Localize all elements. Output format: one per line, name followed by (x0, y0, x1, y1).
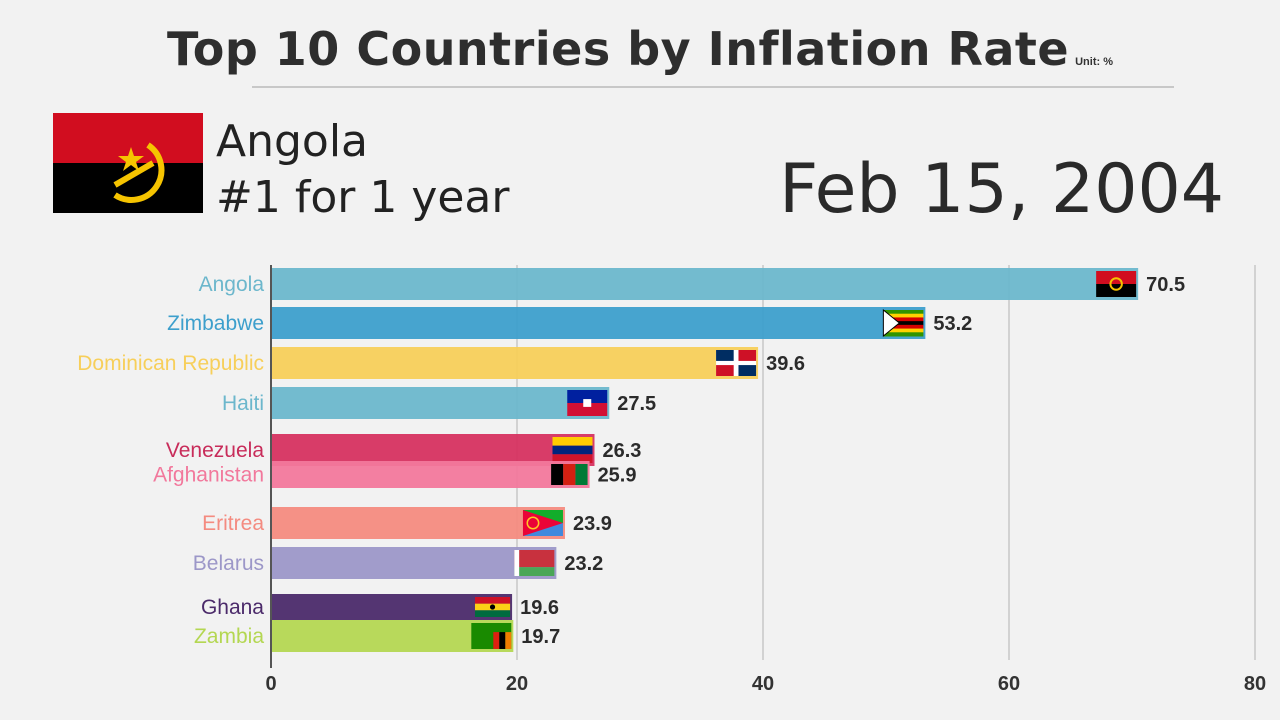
bar (271, 547, 557, 579)
category-label: Angola (199, 273, 265, 296)
value-label: 23.2 (564, 553, 603, 575)
zimbabwe-flag-icon (882, 308, 924, 338)
category-label: Dominican Republic (77, 352, 264, 375)
value-label: 53.2 (933, 313, 972, 335)
title-row: Top 10 Countries by Inflation Rate Unit: … (0, 22, 1280, 76)
value-label: 27.5 (617, 393, 656, 415)
bar (271, 594, 513, 620)
current-date: Feb 15, 2004 (779, 150, 1224, 229)
bar (271, 347, 759, 379)
venezuela-flag-icon (552, 437, 593, 463)
ghana-flag-icon (474, 597, 511, 617)
value-label: 26.3 (602, 440, 641, 462)
category-label: Eritrea (202, 512, 264, 535)
bar (271, 307, 926, 339)
category-label: Haiti (222, 392, 264, 415)
dominican-republic-flag-icon (716, 350, 757, 376)
category-label: Belarus (193, 552, 264, 575)
x-tick-label: 60 (998, 673, 1020, 695)
afghanistan-flag-icon (551, 464, 588, 485)
eritrea-flag-icon (522, 510, 563, 536)
x-tick-label: 0 (265, 673, 276, 695)
leader-streak: #1 for 1 year (216, 172, 510, 223)
zambia-flag-icon (471, 623, 512, 649)
category-label: Ghana (201, 596, 264, 619)
leader-country: Angola (216, 116, 369, 167)
category-label: Afghanistan (153, 464, 264, 487)
x-tick-label: 40 (752, 673, 774, 695)
value-label: 70.5 (1146, 274, 1185, 296)
category-label: Venezuela (166, 439, 264, 462)
value-label: 19.6 (520, 597, 559, 619)
bar (271, 507, 565, 539)
value-label: 25.9 (598, 465, 637, 487)
category-label: Zimbabwe (167, 312, 264, 335)
value-label: 23.9 (573, 513, 612, 535)
bar (271, 387, 610, 419)
value-label: 19.7 (521, 626, 560, 648)
x-tick-label: 80 (1244, 673, 1266, 695)
angola-flag-icon (1096, 271, 1137, 297)
chart-title: Top 10 Countries by Inflation Rate (166, 22, 1070, 76)
unit-label: Unit: % (1075, 56, 1113, 68)
bar (271, 434, 595, 466)
category-label: Zambia (194, 625, 264, 648)
x-tick-label: 20 (506, 673, 528, 695)
title-divider (252, 86, 1174, 88)
angola-flag-icon (53, 113, 203, 213)
value-label: 39.6 (766, 353, 805, 375)
bar (271, 461, 590, 488)
belarus-flag-icon (514, 550, 555, 576)
bar (271, 268, 1139, 300)
haiti-flag-icon (567, 390, 608, 416)
